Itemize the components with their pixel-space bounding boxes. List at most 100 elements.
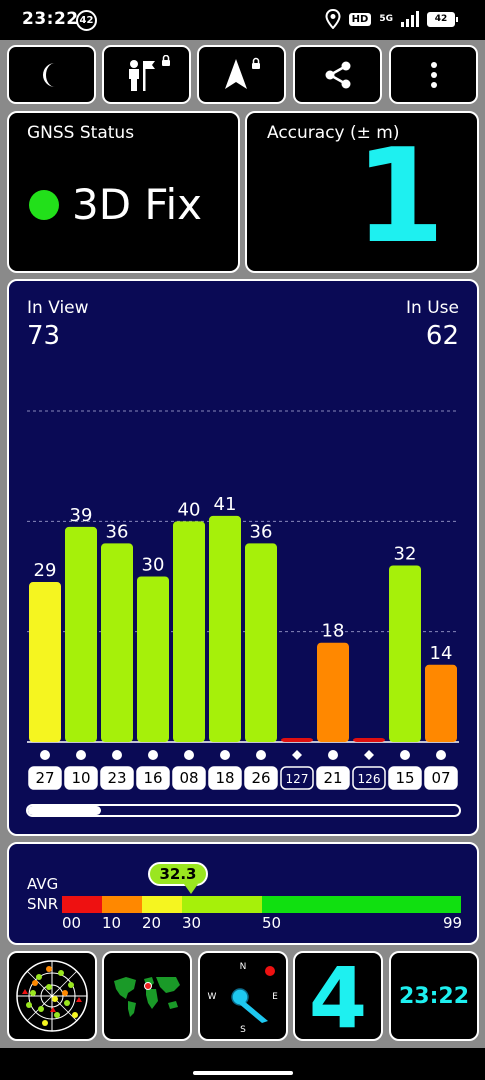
snr-panel[interactable]: AVG SNR 32.3 00 10 20 30 50 99	[7, 842, 479, 945]
person-flag-icon	[128, 54, 170, 91]
snr-bar-07[interactable]	[425, 664, 457, 742]
snr-scale-tick: 00	[62, 914, 82, 932]
compass-west-label: W	[208, 992, 217, 1002]
constellation-marker-diamond	[364, 750, 374, 760]
compass-east-label: E	[272, 992, 278, 1002]
navigation-button[interactable]	[197, 45, 286, 104]
satellite-id-badge	[100, 766, 134, 790]
snr-average-pointer	[184, 884, 198, 894]
notification-badge: 42	[76, 10, 97, 31]
sky-view-widget[interactable]	[7, 951, 97, 1041]
constellation-marker-circle	[400, 750, 410, 760]
satellite-count-widget[interactable]: 4	[293, 951, 383, 1043]
snr-value-label: 36	[106, 521, 129, 542]
satellite-id-label: 08	[179, 769, 198, 787]
snr-bar-127[interactable]	[281, 738, 313, 742]
network-type-label: 5G	[379, 13, 393, 24]
share-icon	[325, 61, 350, 88]
snr-value-label: 18	[322, 621, 345, 642]
snr-value-label: 29	[34, 560, 57, 581]
clock-time-value: 23:22	[398, 984, 470, 1009]
compass-widget[interactable]: N E S W	[198, 951, 288, 1041]
satellite-id-badge	[424, 766, 458, 790]
constellation-marker-circle	[112, 750, 122, 760]
snr-scale-bar	[62, 896, 461, 913]
signal-icon	[401, 11, 419, 27]
sky-plot-icon	[16, 960, 88, 1032]
satellite-id-badge	[280, 766, 314, 790]
constellation-marker-circle	[40, 750, 50, 760]
snr-bar-126[interactable]	[353, 738, 385, 742]
snr-value-label: 32	[394, 543, 417, 564]
constellation-marker-circle	[436, 750, 446, 760]
satellites-panel[interactable]: In View 73 In Use 62 29 27 39 10 36 23 30 16 40 0…	[7, 279, 479, 836]
more-vert-icon	[430, 61, 437, 88]
location-icon	[325, 9, 341, 29]
satellite-id-label: 126	[358, 772, 381, 786]
satellite-id-badge	[28, 766, 62, 790]
in-view-count: 73	[27, 321, 61, 351]
snr-scale-tick: 30	[182, 914, 202, 932]
satellite-list-scrollbar[interactable]	[26, 804, 461, 817]
gnss-status-panel[interactable]: GNSS Status 3D Fix	[7, 111, 240, 273]
navigation-bar	[0, 1048, 485, 1080]
snr-label: SNR	[27, 895, 59, 913]
in-use-label: In Use	[406, 298, 459, 318]
home-gesture-handle[interactable]	[193, 1071, 293, 1075]
satellite-id-label: 15	[395, 769, 414, 787]
compass-south-label: S	[240, 1025, 246, 1035]
status-icons: HD 5G 42	[325, 9, 458, 29]
gnss-status-label: GNSS Status	[27, 123, 135, 143]
snr-bar-16[interactable]	[137, 576, 169, 743]
snr-bar-15[interactable]	[389, 565, 421, 742]
share-button[interactable]	[293, 45, 382, 104]
night-mode-button[interactable]	[7, 45, 96, 104]
in-use-count: 62	[425, 321, 459, 351]
snr-value-label: 41	[214, 494, 237, 515]
compass-icon: N E S W	[208, 962, 279, 1035]
navigation-arrow-icon	[224, 57, 260, 89]
fix-status-text: 3D Fix	[72, 180, 203, 229]
more-options-button[interactable]	[389, 45, 478, 104]
satellite-id-label: 16	[143, 769, 162, 787]
snr-bar-26[interactable]	[245, 543, 277, 742]
world-map-widget[interactable]	[102, 951, 192, 1041]
satellite-id-badge	[136, 766, 170, 790]
snr-scale-tick: 50	[262, 914, 282, 932]
scrollbar-thumb[interactable]	[28, 806, 102, 815]
snr-scale-tick: 10	[102, 914, 122, 932]
satellite-id-label: 127	[286, 772, 309, 786]
world-map-icon	[114, 977, 180, 1017]
constellation-marker-diamond	[292, 750, 302, 760]
snr-bar-27[interactable]	[29, 582, 61, 742]
constellation-marker-circle	[148, 750, 158, 760]
in-view-label: In View	[27, 298, 89, 318]
hd-icon: HD	[348, 12, 372, 26]
person-flag-button[interactable]	[102, 45, 191, 104]
snr-scale-tick: 20	[142, 914, 162, 932]
snr-bar-23[interactable]	[101, 543, 133, 742]
avg-label: AVG	[27, 875, 59, 893]
snr-scale-segment	[62, 896, 102, 913]
accuracy-panel[interactable]: Accuracy (± m) 1	[245, 111, 479, 273]
satellite-id-label: 10	[71, 769, 90, 787]
satellite-snr-chart: 29 27 39 10 36 23 30 16 40 08 41 18 36 26 127 18 21 126 32…	[27, 410, 459, 790]
status-bar: 23:22 42 HD 5G 42	[0, 0, 485, 40]
snr-bar-10[interactable]	[65, 526, 97, 742]
clock-widget[interactable]: 23:22	[389, 951, 479, 1041]
snr-bar-18[interactable]	[209, 515, 241, 742]
snr-value-label: 36	[250, 521, 273, 542]
snr-bar-21[interactable]	[317, 642, 349, 742]
snr-value-label: 30	[142, 555, 165, 576]
snr-scale-segment	[102, 896, 142, 913]
satellite-id-label: 07	[431, 769, 450, 787]
satellite-id-badge	[64, 766, 98, 790]
satellite-id-badge	[352, 766, 386, 790]
snr-bar-08[interactable]	[173, 521, 205, 742]
satellite-id-label: 18	[215, 769, 234, 787]
satellite-id-label: 26	[251, 769, 270, 787]
satellite-id-label: 27	[35, 769, 54, 787]
snr-value-label: 14	[430, 643, 453, 664]
satellite-id-label: 23	[107, 769, 126, 787]
snr-value-label: 40	[178, 499, 201, 520]
